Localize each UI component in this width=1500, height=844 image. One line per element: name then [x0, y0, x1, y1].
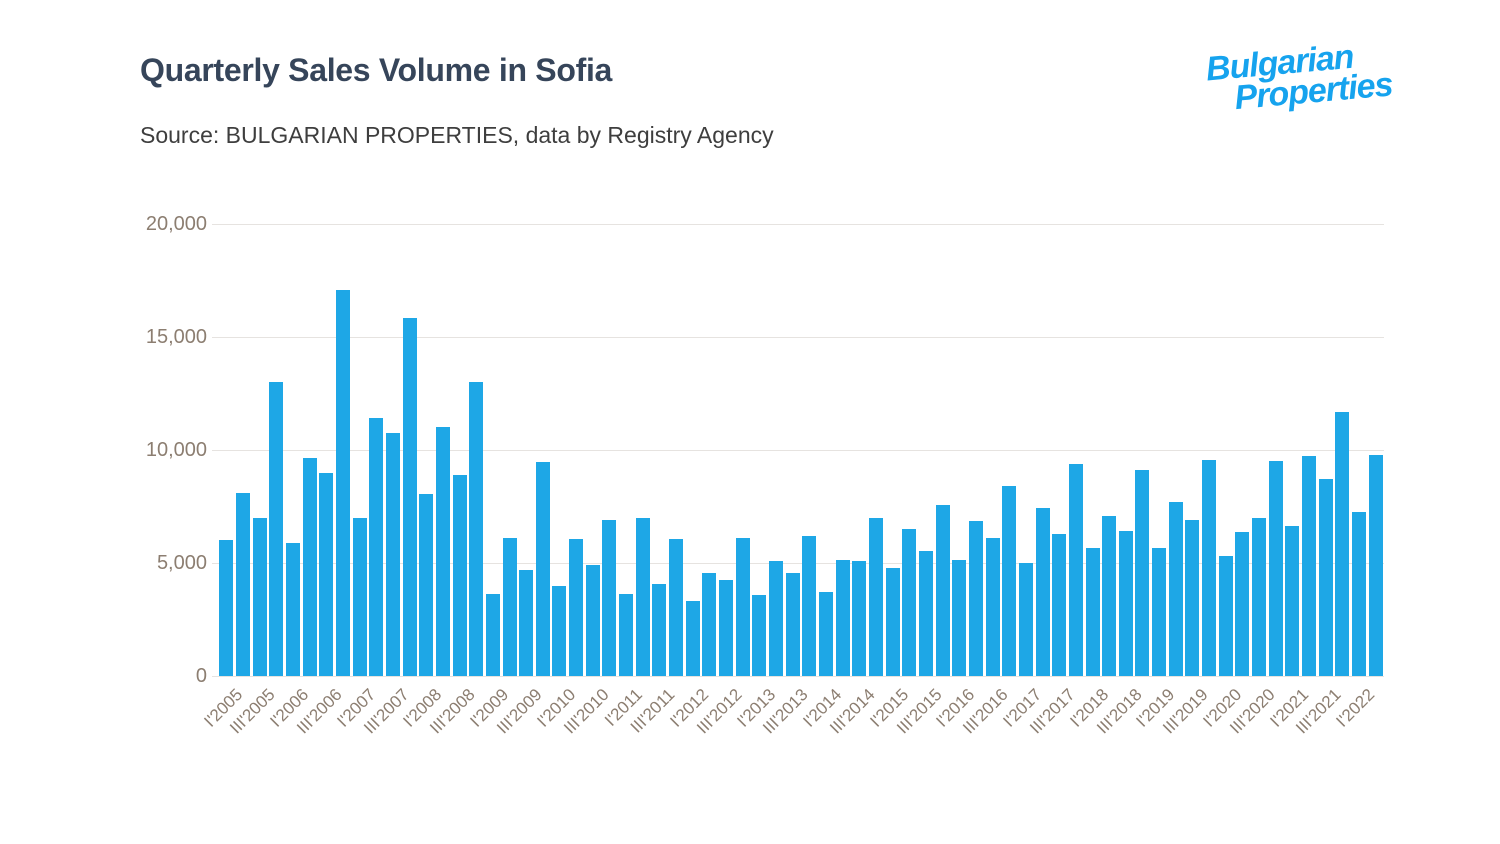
bar[interactable]	[1135, 470, 1150, 676]
gridline	[212, 224, 1384, 225]
bar[interactable]	[1035, 507, 1050, 676]
bar[interactable]	[435, 427, 450, 676]
source-note: Source: BULGARIAN PROPERTIES, data by Re…	[140, 122, 774, 148]
bar[interactable]	[1235, 532, 1250, 676]
bar[interactable]	[1268, 461, 1283, 676]
bar[interactable]	[852, 560, 867, 676]
bar[interactable]	[635, 517, 650, 676]
bar[interactable]	[452, 474, 467, 676]
bar[interactable]	[918, 550, 933, 676]
bar[interactable]	[285, 542, 300, 676]
bar[interactable]	[868, 517, 883, 676]
bar[interactable]	[585, 565, 600, 676]
bar[interactable]	[1002, 486, 1017, 676]
bar[interactable]	[935, 505, 950, 676]
bar[interactable]	[1118, 531, 1133, 676]
gridline	[212, 563, 1384, 564]
gridline	[212, 450, 1384, 451]
y-tick-label: 20,000	[145, 213, 207, 235]
bar[interactable]	[1168, 501, 1183, 676]
bar[interactable]	[1218, 556, 1233, 676]
bar[interactable]	[1285, 525, 1300, 676]
bar[interactable]	[235, 492, 250, 676]
bar[interactable]	[1352, 512, 1366, 676]
bar[interactable]	[302, 457, 317, 676]
bar[interactable]	[519, 569, 534, 676]
bar[interactable]	[719, 579, 734, 676]
x-tick-label: I'2022	[1332, 685, 1379, 731]
bar[interactable]	[1368, 454, 1383, 676]
page-title: Quarterly Sales Volume in Sofia	[140, 52, 613, 88]
bar[interactable]	[569, 539, 584, 676]
bar[interactable]	[885, 567, 900, 676]
bar[interactable]	[818, 592, 833, 676]
bar[interactable]	[1068, 463, 1083, 676]
bar[interactable]	[402, 317, 417, 676]
gridline	[212, 676, 1384, 677]
bar[interactable]	[619, 593, 634, 676]
bar[interactable]	[1018, 563, 1033, 676]
bar[interactable]	[1318, 479, 1333, 676]
bar[interactable]	[952, 559, 967, 676]
bar[interactable]	[1052, 533, 1067, 676]
bar[interactable]	[685, 601, 700, 676]
bar[interactable]	[835, 559, 850, 676]
bar[interactable]	[369, 418, 384, 676]
y-tick-label: 10,000	[145, 439, 207, 461]
bar[interactable]	[702, 573, 717, 676]
bar[interactable]	[252, 517, 267, 676]
bar[interactable]	[552, 585, 567, 676]
bar[interactable]	[352, 517, 367, 676]
bar[interactable]	[1102, 515, 1117, 676]
bar[interactable]	[735, 538, 750, 676]
bar[interactable]	[752, 594, 767, 676]
y-tick-label: 15,000	[145, 326, 207, 348]
bar[interactable]	[219, 540, 234, 676]
y-tick-label: 0	[195, 665, 207, 687]
bar[interactable]	[602, 520, 617, 676]
bar[interactable]	[1252, 517, 1267, 676]
bar[interactable]	[469, 382, 484, 676]
bar[interactable]	[785, 573, 800, 676]
bar[interactable]	[269, 382, 284, 676]
bar[interactable]	[769, 560, 783, 676]
bar[interactable]	[385, 433, 400, 676]
bar[interactable]	[1152, 548, 1167, 676]
bar[interactable]	[968, 521, 983, 676]
bar[interactable]	[502, 538, 517, 676]
bar[interactable]	[1335, 411, 1350, 676]
gridline	[212, 337, 1384, 338]
bar[interactable]	[652, 584, 667, 676]
bar[interactable]	[985, 538, 1000, 676]
bar[interactable]	[669, 539, 684, 676]
bar[interactable]	[485, 593, 500, 676]
bar[interactable]	[1302, 455, 1317, 676]
bar[interactable]	[1085, 548, 1100, 676]
bar[interactable]	[1202, 460, 1217, 676]
bar[interactable]	[419, 494, 434, 676]
bar[interactable]	[535, 462, 550, 676]
y-tick-label: 5,000	[156, 552, 207, 574]
bar[interactable]	[1185, 520, 1200, 676]
bar[interactable]	[802, 535, 817, 676]
bar[interactable]	[335, 289, 350, 676]
bar[interactable]	[319, 472, 334, 676]
bar[interactable]	[902, 529, 917, 676]
